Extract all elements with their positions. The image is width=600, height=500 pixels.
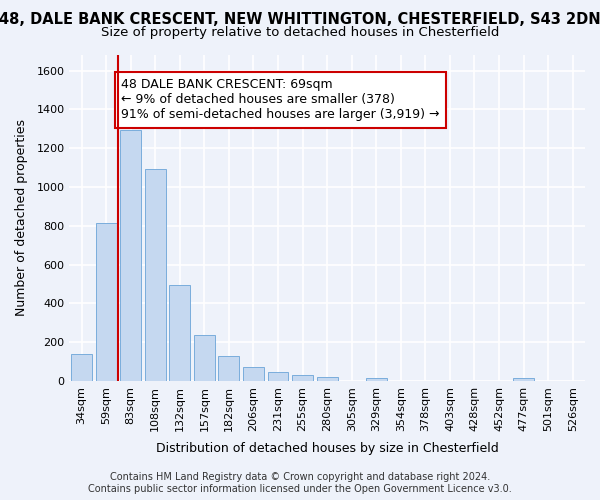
Text: Size of property relative to detached houses in Chesterfield: Size of property relative to detached ho…: [101, 26, 499, 39]
Bar: [218, 356, 239, 381]
Bar: [145, 170, 166, 381]
Bar: [317, 376, 338, 381]
Bar: [243, 368, 264, 381]
Text: 48 DALE BANK CRESCENT: 69sqm
← 9% of detached houses are smaller (378)
91% of se: 48 DALE BANK CRESCENT: 69sqm ← 9% of det…: [121, 78, 439, 122]
Y-axis label: Number of detached properties: Number of detached properties: [15, 120, 28, 316]
Bar: [513, 378, 534, 381]
Text: Contains HM Land Registry data © Crown copyright and database right 2024.
Contai: Contains HM Land Registry data © Crown c…: [88, 472, 512, 494]
Bar: [169, 285, 190, 381]
Bar: [366, 378, 387, 381]
Text: 48, DALE BANK CRESCENT, NEW WHITTINGTON, CHESTERFIELD, S43 2DN: 48, DALE BANK CRESCENT, NEW WHITTINGTON,…: [0, 12, 600, 28]
Bar: [268, 372, 289, 381]
Bar: [292, 376, 313, 381]
Bar: [96, 223, 116, 381]
Bar: [120, 130, 141, 381]
X-axis label: Distribution of detached houses by size in Chesterfield: Distribution of detached houses by size …: [156, 442, 499, 455]
Bar: [71, 354, 92, 381]
Bar: [194, 336, 215, 381]
